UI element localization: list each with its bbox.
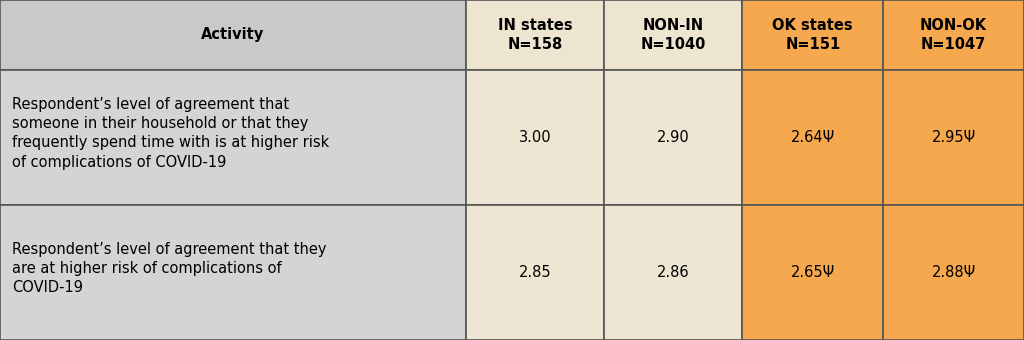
Text: Respondent’s level of agreement that they
are at higher risk of complications of: Respondent’s level of agreement that the… [12,242,327,295]
Bar [0,0,466,70]
Text: NON-IN
N=1040: NON-IN N=1040 [641,18,706,52]
Text: Respondent’s level of agreement that
someone in their household or that they
fre: Respondent’s level of agreement that som… [12,97,330,170]
Bar [604,205,742,340]
Bar [0,70,466,205]
Bar [742,205,883,340]
Text: 2.65Ψ: 2.65Ψ [791,265,835,280]
Bar [883,70,1024,205]
Bar [604,0,742,70]
Text: 2.64Ψ: 2.64Ψ [791,130,835,145]
Text: 2.88Ψ: 2.88Ψ [932,265,976,280]
Bar [466,205,604,340]
Bar [466,70,604,205]
Text: NON-OK
N=1047: NON-OK N=1047 [920,18,987,52]
Bar [466,0,604,70]
Text: 2.95Ψ: 2.95Ψ [932,130,976,145]
Bar [742,0,883,70]
Text: 2.90: 2.90 [657,130,689,145]
Text: 3.00: 3.00 [519,130,551,145]
Text: 2.86: 2.86 [657,265,689,280]
Bar [742,70,883,205]
Text: IN states
N=158: IN states N=158 [498,18,572,52]
Bar [883,205,1024,340]
Text: 2.85: 2.85 [519,265,551,280]
Text: Activity: Activity [202,27,264,42]
Bar [604,70,742,205]
Bar [0,205,466,340]
Text: OK states
N=151: OK states N=151 [772,18,853,52]
Bar [883,0,1024,70]
